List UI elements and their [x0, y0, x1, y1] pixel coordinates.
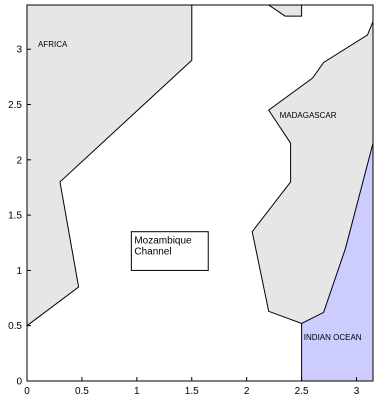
y-tick-label: 1	[16, 266, 22, 277]
x-tick-label: 1	[134, 386, 140, 397]
indian-ocean-label: INDIAN OCEAN	[304, 333, 362, 342]
madagascar-label: MADAGASCAR	[280, 111, 337, 120]
channel-label-line2: Channel	[134, 247, 171, 258]
y-tick-label: 0	[16, 377, 22, 388]
y-tick-label: 0.5	[8, 321, 22, 332]
y-tick-label: 3	[16, 45, 22, 56]
channel-label-line1: Mozambique	[134, 236, 192, 247]
x-tick-label: 0.5	[75, 386, 89, 397]
x-tick-label: 2	[244, 386, 250, 397]
indian-ocean-region	[301, 143, 373, 381]
y-tick-label: 1.5	[8, 211, 22, 222]
islet-landmass	[267, 4, 303, 17]
x-tick-label: 0	[24, 386, 30, 397]
madagascar-landmass	[251, 21, 374, 325]
y-tick-label: 2	[16, 155, 22, 166]
x-axis: 0 0.5 1 1.5 2 2.5 3	[24, 377, 360, 397]
y-tick-label: 2.5	[8, 100, 22, 111]
channel-label-box	[130, 231, 209, 271]
x-tick-label: 1.5	[185, 386, 199, 397]
plot-frame	[26, 4, 374, 382]
regions-layer	[26, 4, 374, 381]
x-tick-label: 2.5	[295, 386, 309, 397]
africa-label: AFRICA	[38, 40, 68, 49]
map-labels: AFRICA MADAGASCAR INDIAN OCEAN Mozambiqu…	[38, 40, 362, 342]
x-tick-label: 3	[354, 386, 360, 397]
y-axis: 0 0.5 1 1.5 2 2.5 3	[8, 45, 31, 388]
africa-landmass	[26, 4, 193, 327]
